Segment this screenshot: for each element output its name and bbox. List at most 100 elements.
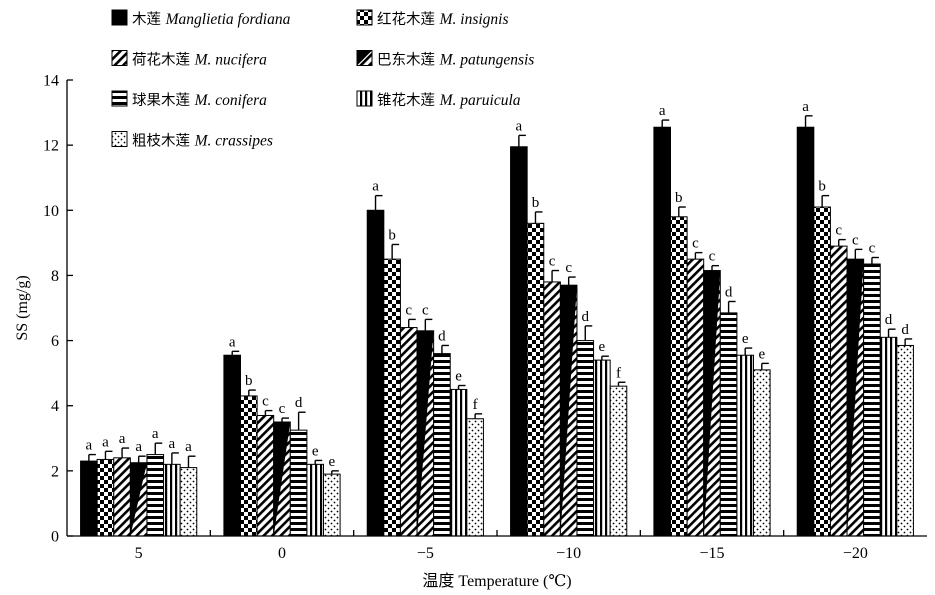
- bar: [273, 421, 291, 537]
- error-bar: [441, 344, 449, 354]
- legend-item: 粗枝木莲 M. crassipes: [111, 131, 273, 150]
- bar: [609, 385, 628, 537]
- bar: [416, 330, 435, 537]
- error-bar: [374, 194, 383, 211]
- error-bar: [904, 338, 913, 346]
- significance-letter: e: [742, 331, 749, 347]
- significance-letter: a: [135, 439, 142, 455]
- significance-letter: e: [455, 369, 462, 385]
- bar: [813, 206, 831, 537]
- bar: [703, 270, 721, 537]
- y-tick-label: 4: [51, 398, 59, 415]
- legend-item: 木莲 Manglietia fordiana: [111, 9, 291, 28]
- bar: [543, 281, 561, 537]
- x-tick-label: −15: [699, 545, 724, 562]
- error-bar: [534, 211, 543, 224]
- x-tick-label: −20: [843, 545, 868, 562]
- legend-swatch: [111, 131, 128, 147]
- y-tick-label: 10: [43, 203, 59, 220]
- significance-letter: d: [295, 395, 303, 411]
- bar: [80, 460, 98, 537]
- significance-letter: b: [675, 190, 683, 206]
- legend-label: 巴东木莲 M. patungensis: [377, 52, 534, 69]
- y-tick-label: 12: [43, 138, 59, 155]
- x-tick-label: −10: [556, 545, 581, 562]
- error-bar: [727, 300, 736, 313]
- error-bar: [551, 269, 560, 282]
- bar: [576, 340, 595, 537]
- significance-letter: c: [405, 302, 412, 318]
- bar: [163, 463, 181, 537]
- x-tick-label: −5: [417, 545, 434, 562]
- error-bar: [408, 318, 416, 328]
- error-bar: [854, 248, 863, 260]
- y-tick-label: 14: [43, 73, 59, 90]
- error-bar: [88, 453, 96, 462]
- bar: [753, 369, 771, 537]
- error-bar: [331, 470, 339, 475]
- significance-letter: d: [582, 309, 590, 325]
- error-bar: [871, 256, 879, 265]
- legend-swatch: [356, 90, 373, 107]
- legend-item: 球果木莲 M. conifera: [111, 90, 267, 109]
- legend: 木莲 Manglietia fordiana 红花木莲 M. insignis 荷花…: [111, 9, 534, 150]
- error-bar: [264, 409, 273, 416]
- bar: [719, 312, 738, 537]
- significance-letter: b: [818, 179, 826, 195]
- error-bar: [457, 384, 466, 390]
- bar: [146, 454, 165, 537]
- significance-letter: a: [372, 179, 379, 195]
- significance-letter: a: [802, 99, 809, 115]
- bar: [223, 354, 241, 537]
- significance-letter: a: [119, 431, 126, 447]
- error-bar: [838, 238, 846, 247]
- legend-item: 荷花木莲 M. nucifera: [111, 50, 267, 69]
- significance-letter: c: [692, 236, 699, 252]
- error-bar: [171, 452, 179, 465]
- error-bar: [187, 455, 196, 468]
- error-bar: [617, 381, 626, 387]
- bar: [466, 418, 484, 537]
- error-bar: [761, 362, 769, 370]
- bar: [366, 209, 385, 537]
- significance-letter: b: [388, 227, 396, 243]
- legend-item: 巴东木莲 M. patungensis: [356, 50, 534, 69]
- legend-label: 荷花木莲 M. nucifera: [132, 52, 267, 69]
- bar: [686, 258, 705, 537]
- legend-swatch: [356, 9, 373, 26]
- bar: [510, 146, 528, 537]
- error-bar: [661, 119, 670, 128]
- error-bar: [474, 413, 483, 419]
- error-bar: [694, 251, 703, 260]
- significance-letter: f: [473, 397, 478, 413]
- error-bar: [567, 276, 576, 286]
- bar: [846, 258, 865, 537]
- significance-letter: a: [86, 438, 93, 454]
- significance-letter: c: [869, 241, 876, 257]
- legend-label: 红花木莲 M. insignis: [377, 11, 509, 28]
- significance-letter: e: [758, 346, 765, 362]
- significance-letter: a: [102, 434, 109, 450]
- legend-label: 粗枝木莲 M. crassipes: [132, 133, 273, 150]
- error-bar: [887, 328, 896, 338]
- significance-letter: e: [328, 454, 335, 470]
- significance-letter: c: [709, 249, 716, 265]
- legend-item: 红花木莲 M. insignis: [356, 9, 509, 28]
- bar: [433, 353, 451, 537]
- error-bar: [744, 347, 753, 356]
- legend-label: 木莲 Manglietia fordiana: [132, 11, 291, 28]
- significance-letter: d: [438, 328, 446, 344]
- x-axis-label: 温度 Temperature (℃): [422, 572, 571, 590]
- error-bar: [678, 206, 686, 217]
- error-bar: [297, 411, 306, 431]
- legend-label: 球果木莲 M. conifera: [132, 92, 267, 109]
- legend-swatch: [356, 50, 373, 66]
- axes-layer: 0 2 4 6 8 10 12 14 5 0 −5 −10 −15 −20: [43, 73, 927, 562]
- error-bar: [231, 350, 240, 356]
- significance-letter: a: [185, 439, 192, 455]
- legend-item: 锥花木莲 M. paruicula: [356, 90, 521, 109]
- error-bar: [121, 447, 130, 458]
- bar: [383, 258, 401, 537]
- bar: [399, 327, 418, 537]
